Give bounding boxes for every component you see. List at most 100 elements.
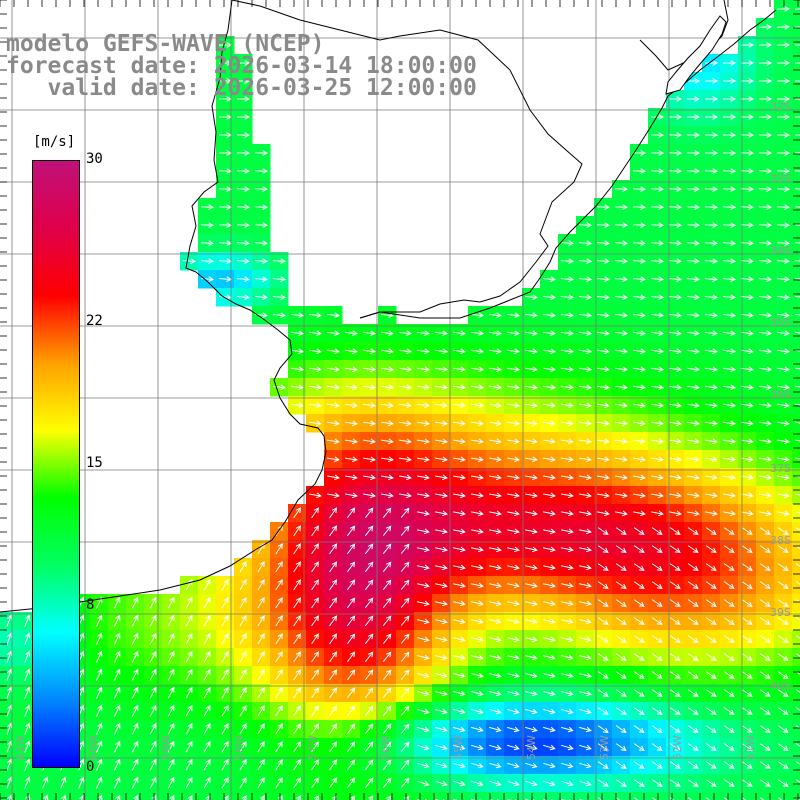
wind-arrow (364, 597, 374, 609)
wind-arrow (578, 258, 593, 264)
wind-arrow (254, 258, 269, 264)
wind-arrow (669, 438, 682, 445)
wind-arrow (272, 258, 287, 264)
wind-arrow (185, 668, 193, 681)
wind-arrow (687, 114, 701, 120)
wind-arrow (506, 312, 521, 318)
wind-arrow (489, 438, 502, 445)
wind-arrow (363, 492, 376, 499)
wind-speed-cell (792, 648, 800, 667)
wind-arrow (687, 545, 699, 553)
wind-speed-cell (558, 792, 577, 800)
latitude-label: 34S (770, 244, 791, 257)
wind-arrow (579, 690, 592, 697)
wind-arrow (687, 420, 700, 427)
wind-arrow (543, 654, 556, 661)
wind-arrow (290, 312, 305, 318)
wind-arrow (326, 312, 341, 318)
wind-arrow (167, 632, 175, 645)
wind-arrow (740, 276, 755, 282)
wind-arrow (364, 615, 374, 627)
wind-arrow (633, 474, 646, 481)
wind-arrow (417, 726, 430, 733)
wind-arrow (167, 740, 175, 753)
wind-arrow (651, 761, 663, 769)
wind-arrow (329, 669, 338, 681)
wind-arrow (381, 420, 394, 427)
wind-arrow (525, 744, 538, 751)
wind-arrow (633, 635, 645, 643)
wind-arrow (597, 438, 610, 445)
wind-arrow (794, 170, 800, 172)
wind-arrow (507, 510, 520, 517)
wind-speed-cell (72, 792, 91, 800)
wind-arrow (203, 578, 211, 591)
wind-arrow (579, 474, 592, 481)
wind-arrow (400, 705, 410, 716)
wind-arrow (525, 492, 538, 499)
wind-arrow (723, 510, 736, 517)
wind-arrow (329, 579, 338, 591)
wind-arrow (633, 527, 645, 535)
wind-arrow (597, 689, 609, 697)
wind-arrow (380, 384, 395, 391)
wind-arrow (794, 44, 800, 46)
wind-arrow (561, 654, 574, 661)
wind-arrow (795, 403, 800, 406)
wind-arrow (759, 653, 771, 661)
wind-arrow (723, 617, 735, 625)
wind-arrow (363, 456, 376, 463)
wind-arrow (236, 132, 251, 138)
wind-arrow (795, 635, 800, 639)
wind-speed-cell (792, 720, 800, 739)
wind-arrow (200, 276, 215, 282)
wind-arrow (615, 438, 628, 445)
wind-arrow (705, 599, 717, 607)
wind-arrow (435, 726, 448, 733)
wind-speed-cell (126, 792, 145, 800)
wind-arrow (776, 330, 791, 336)
wind-arrow (669, 635, 681, 643)
wind-arrow (525, 780, 538, 787)
wind-arrow (615, 689, 627, 697)
wind-arrow (452, 330, 467, 336)
wind-arrow (400, 561, 410, 572)
wind-arrow (488, 600, 502, 607)
wind-arrow (669, 779, 681, 787)
wind-arrow (740, 204, 755, 210)
wind-arrow (131, 650, 139, 663)
wind-arrow (203, 632, 211, 645)
wind-arrow (525, 438, 538, 445)
wind-arrow (651, 689, 663, 697)
wind-arrow (507, 690, 520, 697)
wind-speed-cell (792, 324, 800, 343)
wind-arrow (452, 366, 467, 373)
wind-arrow (615, 635, 627, 643)
wind-arrow (293, 543, 301, 555)
wind-arrow (417, 510, 430, 517)
wind-arrow (489, 456, 502, 463)
wind-arrow (470, 330, 485, 336)
wind-arrow (417, 708, 430, 715)
wind-arrow (167, 758, 175, 771)
wind-arrow (560, 294, 575, 300)
wind-arrow (705, 635, 717, 643)
title-model: modelo GEFS-WAVE (NCEP) (6, 31, 325, 57)
wind-arrow (651, 545, 663, 553)
wind-arrow (632, 330, 647, 336)
wind-arrow (705, 420, 718, 427)
wind-arrow (795, 116, 800, 118)
wind-arrow (740, 384, 755, 391)
wind-arrow (435, 546, 448, 553)
wind-arrow (131, 632, 139, 645)
wind-arrow (668, 240, 683, 246)
wind-arrow (364, 723, 374, 735)
wind-arrow (561, 456, 574, 463)
wind-arrow (776, 348, 791, 355)
wind-arrow (236, 258, 251, 264)
wind-arrow (453, 402, 466, 409)
wind-arrow (669, 671, 681, 679)
wind-arrow (579, 618, 592, 625)
wind-arrow (453, 618, 466, 625)
wind-arrow (309, 420, 322, 427)
